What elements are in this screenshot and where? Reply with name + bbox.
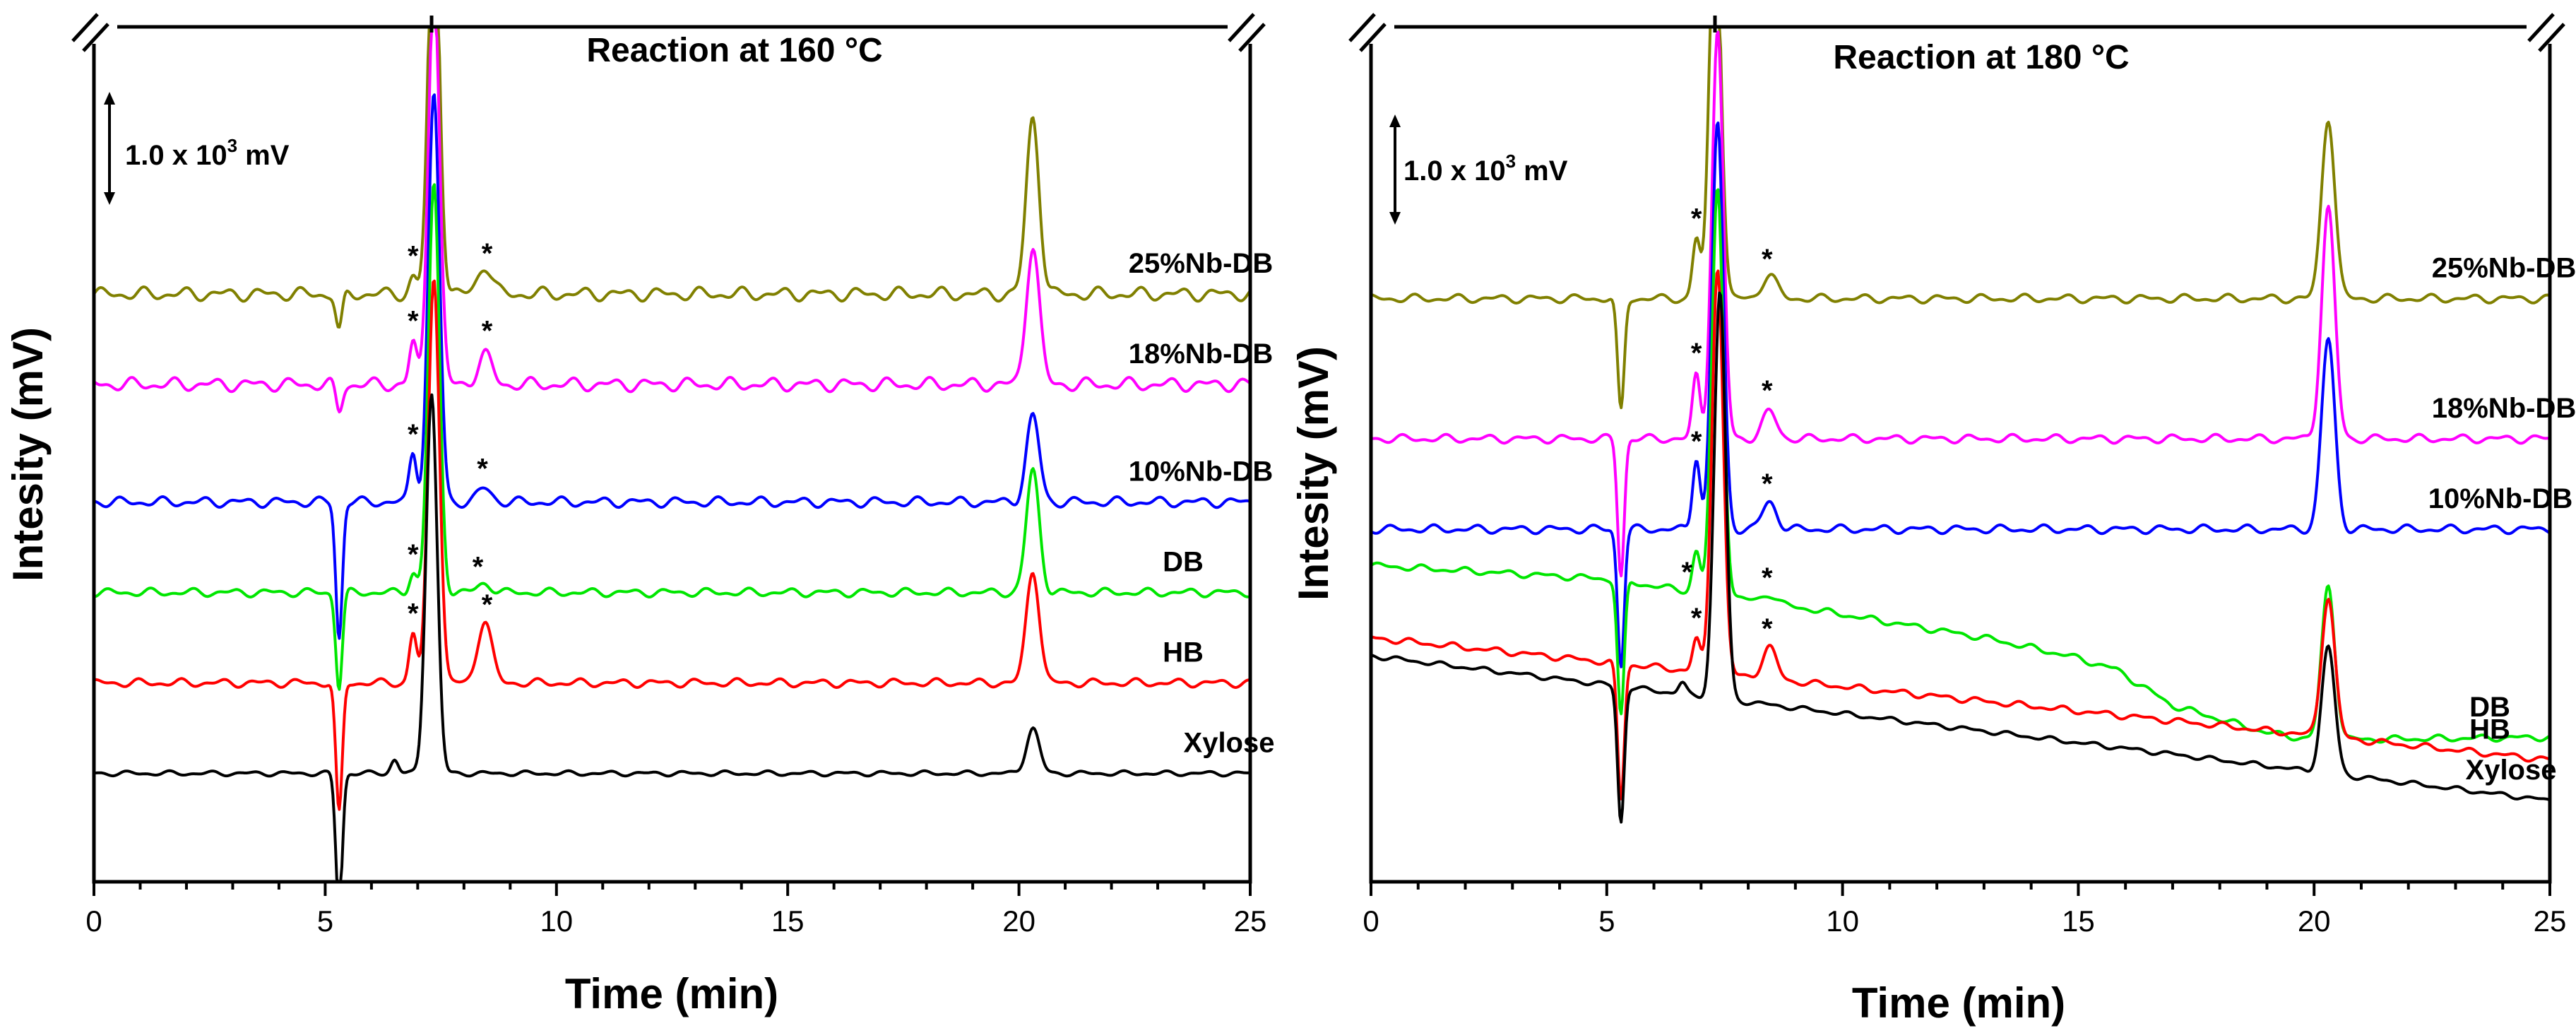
panel-160c-x-tick-label-20: 20 [1002, 904, 1035, 938]
panel-160c-peak-marker-db-1: * [473, 552, 484, 583]
panel-160c-peak-marker-10pctnb-db-1: * [477, 454, 488, 485]
panel-160c-scale-value: 1.0 x 10 [125, 140, 227, 171]
panel-160c-trace-labels: 25%Nb-DB 18%Nb-DB 10%Nb-DB DB HB Xylose [1129, 248, 1275, 758]
panel-180c-scale-space [1516, 155, 1524, 187]
panel-160c-label-25pctnb-db: 25%Nb-DB [1129, 248, 1273, 279]
panel-160c-peak-marker-18pctnb-db-1: * [482, 315, 493, 346]
panel-160c-trace-25pctnb-db [93, 25, 1252, 329]
panel-180c-trace-10pctnb-db [1370, 122, 2551, 668]
panel-180c-scale-text: 1.0 x 103 mV [1403, 150, 1568, 187]
panel-180c-peak-marker-25pctnb-db-0: * [1691, 203, 1702, 234]
panel-180c-x-ticks: 0 5 10 15 20 25 [1363, 882, 2566, 938]
panel-160c-x-tick-label-10: 10 [540, 904, 573, 938]
panel-180c-trace-25pctnb-db [1370, 25, 2551, 410]
panel-160c-label-hb: HB [1163, 637, 1204, 668]
panel-160c: 0 5 10 15 20 25 Reaction at 160 °C 1.0 x 103 … [4, 13, 1275, 1017]
panel-180c-axis-break-marks [1348, 13, 2573, 52]
panel-180c-peak-marker-hb-0: * [1691, 603, 1702, 634]
panel-180c-x-tick-label-25: 25 [2534, 904, 2567, 938]
panel-160c-title: Reaction at 160 °C [586, 32, 882, 69]
panel-180c-x-tick-label-15: 15 [2062, 904, 2095, 938]
panel-180c-trace-hb [1370, 269, 2551, 801]
panel-180c-peak-marker-db-1: * [1762, 562, 1773, 594]
panel-180c: 0 5 10 15 20 25 Reaction at 180 °C 1.0 x 103 … [1290, 13, 2576, 1027]
panel-180c-peak-marker-10pctnb-db-1: * [1762, 468, 1773, 500]
panel-180c-label-xylose: Xylose [2466, 755, 2557, 786]
panel-160c-traces [93, 25, 1252, 883]
panel-160c-frame [92, 25, 1252, 884]
panel-160c-label-18pctnb-db: 18%Nb-DB [1129, 338, 1273, 370]
panel-160c-scale-bar: 1.0 x 103 mV [104, 92, 290, 205]
panel-180c-x-tick-label-20: 20 [2298, 904, 2331, 938]
panel-160c-trace-10pctnb-db [93, 93, 1251, 640]
panel-160c-peak-marker-25pctnb-db-1: * [482, 238, 493, 269]
panel-160c-peak-marker-10pctnb-db-0: * [408, 419, 419, 450]
panel-160c-label-xylose: Xylose [1184, 728, 1275, 759]
panel-180c-label-hb: HB [2469, 714, 2510, 745]
panel-180c-label-db: DB [2469, 692, 2510, 723]
panel-180c-y-axis-title: Intesity (mV) [1290, 346, 1337, 601]
panel-180c-scale-arrowhead-bottom [1389, 212, 1401, 225]
panel-180c-scale-arrowhead-top [1389, 114, 1401, 127]
panel-180c-label-18pctnb-db: 18%Nb-DB [2432, 393, 2576, 424]
panel-180c-x-tick-label-5: 5 [1598, 904, 1615, 938]
panel-180c-trace-db [1370, 188, 2551, 744]
panel-160c-peak-marker-hb-0: * [408, 598, 419, 630]
panel-160c-peak-marker-25pctnb-db-0: * [408, 240, 419, 271]
panel-180c-peak-marker-10pctnb-db-0: * [1691, 426, 1702, 457]
panel-180c-peak-marker-25pctnb-db-1: * [1762, 244, 1773, 275]
panel-160c-trace-18pctnb-db [93, 25, 1252, 413]
panel-180c-scale-bar: 1.0 x 103 mV [1389, 114, 1568, 225]
panel-160c-scale-text: 1.0 x 103 mV [125, 135, 290, 171]
panel-180c-scale-unit: mV [1524, 155, 1568, 187]
panel-160c-scale-exponent: 3 [227, 135, 237, 156]
panel-160c-x-tick-label-15: 15 [771, 904, 805, 938]
panel-180c-x-axis-title: Time (min) [1852, 979, 2065, 1027]
panel-180c-peak-marker-18pctnb-db-1: * [1762, 375, 1773, 406]
panel-180c-label-10pctnb-db: 10%Nb-DB [2428, 483, 2572, 514]
panel-180c-label-25pctnb-db: 25%Nb-DB [2432, 253, 2576, 284]
panel-180c-scale-value: 1.0 x 10 [1403, 155, 1506, 187]
panel-160c-peak-markers: * * * * * * * * * * [408, 238, 493, 630]
panel-180c-trace-18pctnb-db [1370, 30, 2551, 578]
panel-160c-x-ticks: 0 5 10 15 20 25 [85, 882, 1266, 938]
panel-160c-x-axis-title: Time (min) [565, 970, 778, 1017]
panel-160c-scale-space [237, 140, 245, 171]
panel-180c-traces [1370, 25, 2551, 824]
panel-160c-scale-unit: mV [245, 140, 290, 171]
panel-180c-frame [1369, 25, 2552, 884]
panel-180c-peak-marker-db-0: * [1682, 557, 1693, 588]
panel-180c-peak-marker-hb-1: * [1762, 613, 1773, 644]
panel-180c-scale-exponent: 3 [1506, 150, 1516, 172]
panel-160c-peak-marker-db-0: * [408, 539, 419, 570]
panel-160c-trace-hb [93, 279, 1251, 811]
panel-160c-trace-db [93, 183, 1251, 691]
panel-180c-peak-markers: * * * * * * * * * * [1682, 203, 1773, 644]
panel-160c-scale-arrowhead-top [104, 92, 115, 105]
panel-180c-trace-xylose [1370, 291, 2551, 824]
panel-160c-peak-marker-18pctnb-db-0: * [408, 305, 419, 336]
panel-160c-x-tick-label-0: 0 [85, 904, 102, 938]
panel-180c-peak-marker-18pctnb-db-0: * [1691, 338, 1702, 369]
panel-180c-x-tick-label-10: 10 [1826, 904, 1859, 938]
panel-180c-title: Reaction at 180 °C [1833, 39, 2129, 76]
panel-160c-peak-marker-hb-1: * [482, 589, 493, 620]
panel-160c-axis-break-marks [71, 13, 1274, 52]
panel-160c-trace-xylose [93, 393, 1251, 883]
panel-160c-label-db: DB [1163, 547, 1204, 578]
panel-160c-label-10pctnb-db: 10%Nb-DB [1129, 456, 1273, 488]
panel-160c-scale-arrowhead-bottom [104, 192, 115, 205]
panel-160c-x-tick-label-25: 25 [1234, 904, 1267, 938]
panel-180c-x-tick-label-0: 0 [1363, 904, 1379, 938]
panel-160c-y-axis-title: Intesity (mV) [4, 327, 52, 582]
panel-160c-x-tick-label-5: 5 [317, 904, 333, 938]
